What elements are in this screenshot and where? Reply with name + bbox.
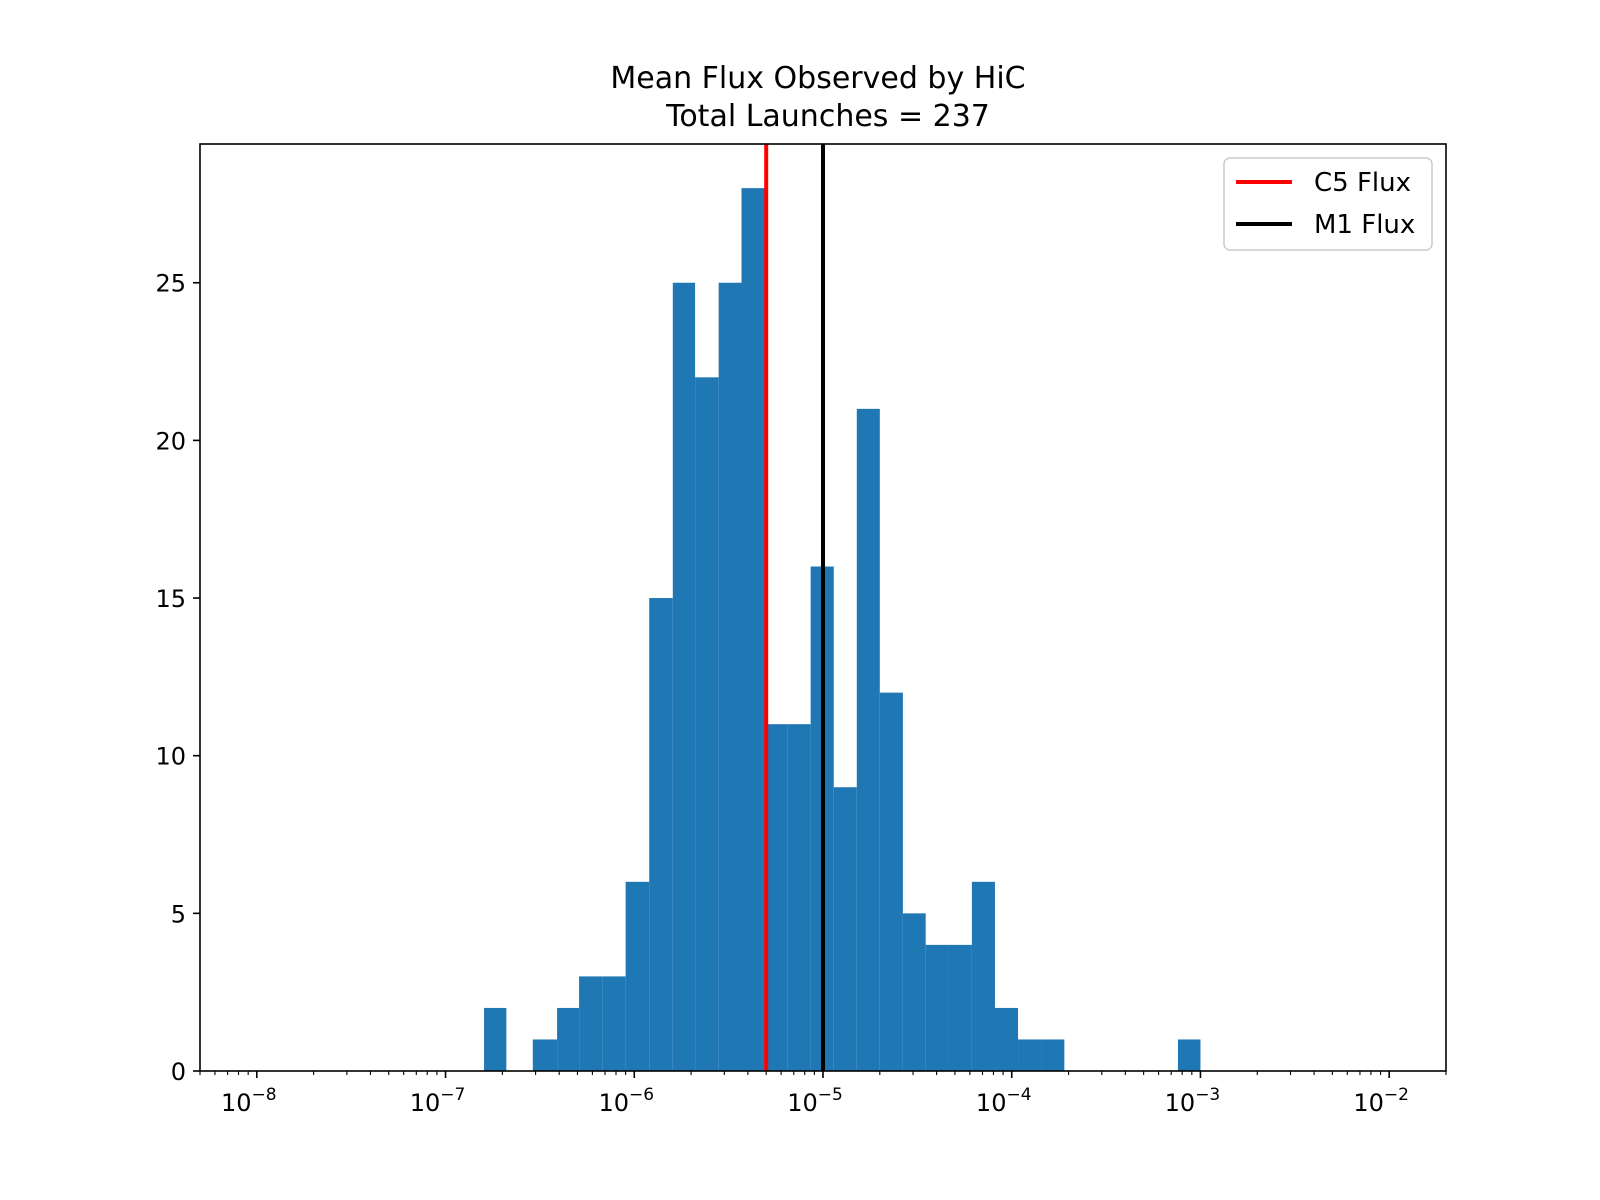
histogram-bar xyxy=(649,598,673,1071)
histogram-bar xyxy=(718,282,742,1071)
histogram-bar xyxy=(948,944,972,1071)
legend: C5 Flux M1 Flux xyxy=(1223,157,1433,251)
histogram-bar xyxy=(994,1007,1019,1071)
histogram-bar xyxy=(695,377,719,1071)
histogram-bar xyxy=(856,408,880,1071)
chart-subtitle: Total Launches = 237 xyxy=(665,99,990,134)
x-tick-label: 10−8 xyxy=(221,1085,277,1117)
y-tick-label: 10 xyxy=(155,743,186,771)
histogram-bars xyxy=(484,188,1201,1072)
x-tick-label: 10−6 xyxy=(598,1085,654,1117)
histogram-bar xyxy=(557,1007,580,1071)
x-axis-ticks: 10−8 10−7 10−6 10−5 10−4 10−3 10−2 xyxy=(199,1071,1447,1117)
histogram-bar xyxy=(833,787,857,1071)
x-tick-label: 10−4 xyxy=(976,1085,1032,1117)
x-tick-label: 10−2 xyxy=(1353,1085,1409,1117)
reference-lines xyxy=(764,144,825,1071)
histogram-bar xyxy=(1018,1039,1042,1071)
y-tick-label: 15 xyxy=(155,585,186,613)
x-tick-label: 10−5 xyxy=(787,1085,843,1117)
histogram-bar xyxy=(579,976,603,1071)
histogram-bar xyxy=(787,724,811,1071)
x-tick-label: 10−7 xyxy=(410,1085,466,1117)
histogram-bar xyxy=(1177,1039,1201,1071)
legend-c5-label: C5 Flux xyxy=(1314,168,1411,198)
histogram-bar xyxy=(532,1039,558,1071)
histogram-bar xyxy=(925,944,949,1071)
histogram-bar xyxy=(625,881,650,1071)
histogram-bar xyxy=(602,976,626,1071)
histogram-bar xyxy=(741,188,765,1072)
y-tick-label: 20 xyxy=(155,427,186,455)
chart-title: Mean Flux Observed by HiC xyxy=(610,61,1025,96)
histogram-bar xyxy=(1041,1039,1065,1071)
x-tick-label: 10−3 xyxy=(1165,1085,1221,1117)
y-axis-ticks: 0 5 10 15 20 25 xyxy=(155,270,200,1086)
histogram-bar xyxy=(902,913,926,1071)
y-tick-label: 5 xyxy=(171,900,186,928)
histogram-bar xyxy=(672,282,696,1071)
histogram-bar xyxy=(484,1007,507,1071)
histogram-bar xyxy=(764,724,788,1071)
histogram-bar xyxy=(971,881,995,1071)
y-tick-label: 25 xyxy=(155,270,186,298)
y-tick-label: 0 xyxy=(171,1058,186,1086)
histogram-bar xyxy=(879,692,903,1071)
legend-m1-label: M1 Flux xyxy=(1314,210,1415,240)
